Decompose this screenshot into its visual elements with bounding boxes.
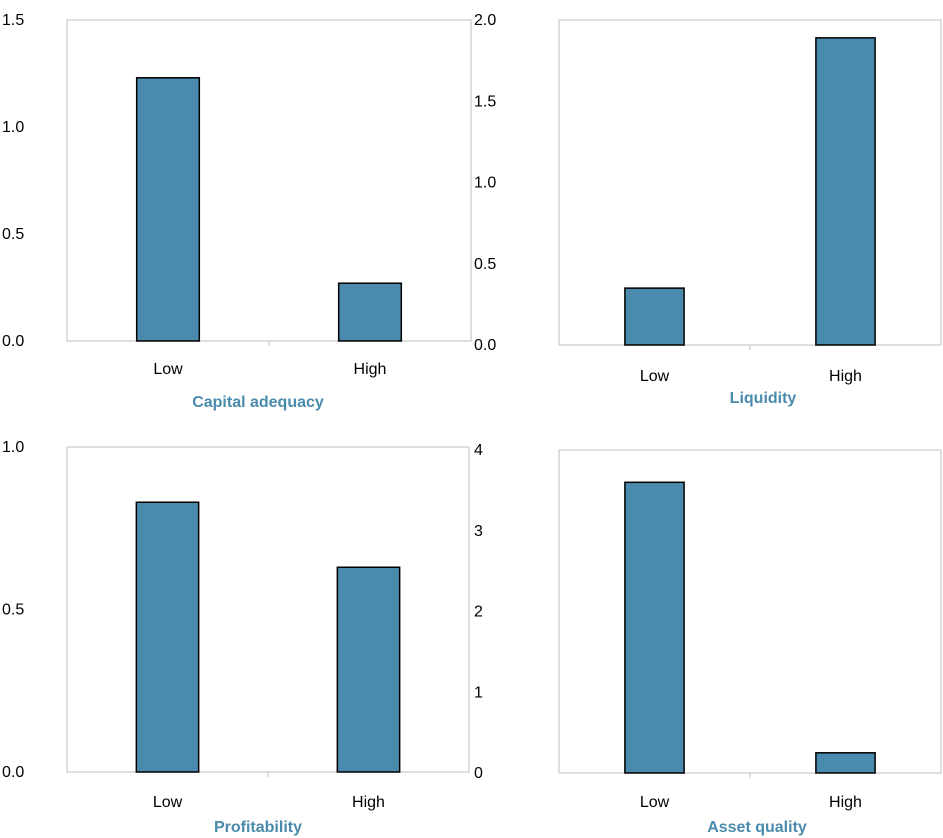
chart-title: Capital adequacy — [192, 394, 324, 411]
category-label: Low — [640, 368, 670, 385]
chart-liquidity: 0.0 0.5 1.0 1.5 2.0 Low High Liquidity — [472, 0, 943, 420]
category-label: High — [829, 794, 862, 811]
chart-svg: 0.0 0.5 1.0 Low High Profitability — [2, 439, 470, 836]
y-tick-label: 0.0 — [474, 337, 496, 354]
y-tick-label: 1.5 — [2, 12, 24, 29]
chart-title: Asset quality — [707, 819, 807, 836]
bar-low — [135, 501, 200, 773]
category-label: High — [354, 361, 387, 378]
y-tick-label: 0.0 — [2, 333, 24, 350]
bar-high — [815, 752, 876, 774]
category-label: Low — [640, 794, 670, 811]
y-tick-label: 2.0 — [474, 12, 496, 29]
y-tick-label: 3 — [474, 523, 483, 540]
chart-svg: 0.0 0.5 1.0 1.5 2.0 Low High Liquidity — [474, 12, 942, 407]
plot-frame — [66, 19, 472, 342]
bar-high — [337, 282, 403, 342]
category-label: High — [352, 794, 385, 811]
y-tick-label: 0 — [474, 765, 483, 782]
chart-title: Liquidity — [730, 390, 797, 407]
y-tick-label: 0.0 — [2, 764, 24, 781]
chart-title: Profitability — [214, 819, 302, 836]
y-tick-label: 0.5 — [474, 256, 496, 273]
y-tick-label: 0.5 — [2, 602, 24, 619]
plot-frame — [558, 19, 942, 346]
chart-profitability: 0.0 0.5 1.0 Low High Profitability — [0, 420, 472, 838]
bar-high — [336, 566, 401, 773]
category-label: Low — [153, 361, 183, 378]
plot-frame — [558, 449, 942, 774]
y-tick-label: 0.5 — [2, 226, 24, 243]
y-tick-label: 2 — [474, 604, 483, 621]
y-tick-label: 1.5 — [474, 93, 496, 110]
y-tick-label: 1.0 — [2, 439, 24, 456]
category-label: Low — [153, 794, 183, 811]
y-tick-label: 1.0 — [474, 175, 496, 192]
bar-low — [135, 77, 201, 342]
y-tick-label: 1 — [474, 684, 483, 701]
chart-svg: 0.0 0.5 1.0 1.5 Low High Capital adequacy — [2, 12, 472, 411]
chart-capital-adequacy: 0.0 0.5 1.0 1.5 Low High Capital adequacy — [0, 0, 472, 420]
plot-frame — [66, 446, 470, 773]
bar-high — [815, 37, 876, 346]
y-tick-label: 4 — [474, 442, 483, 459]
y-tick-label: 1.0 — [2, 119, 24, 136]
chart-svg: 0 1 2 3 4 Low High Asset quality — [474, 442, 942, 836]
category-label: High — [829, 368, 862, 385]
bar-low — [624, 481, 685, 774]
bar-low — [624, 287, 685, 346]
chart-asset-quality: 0 1 2 3 4 Low High Asset quality — [472, 420, 943, 838]
